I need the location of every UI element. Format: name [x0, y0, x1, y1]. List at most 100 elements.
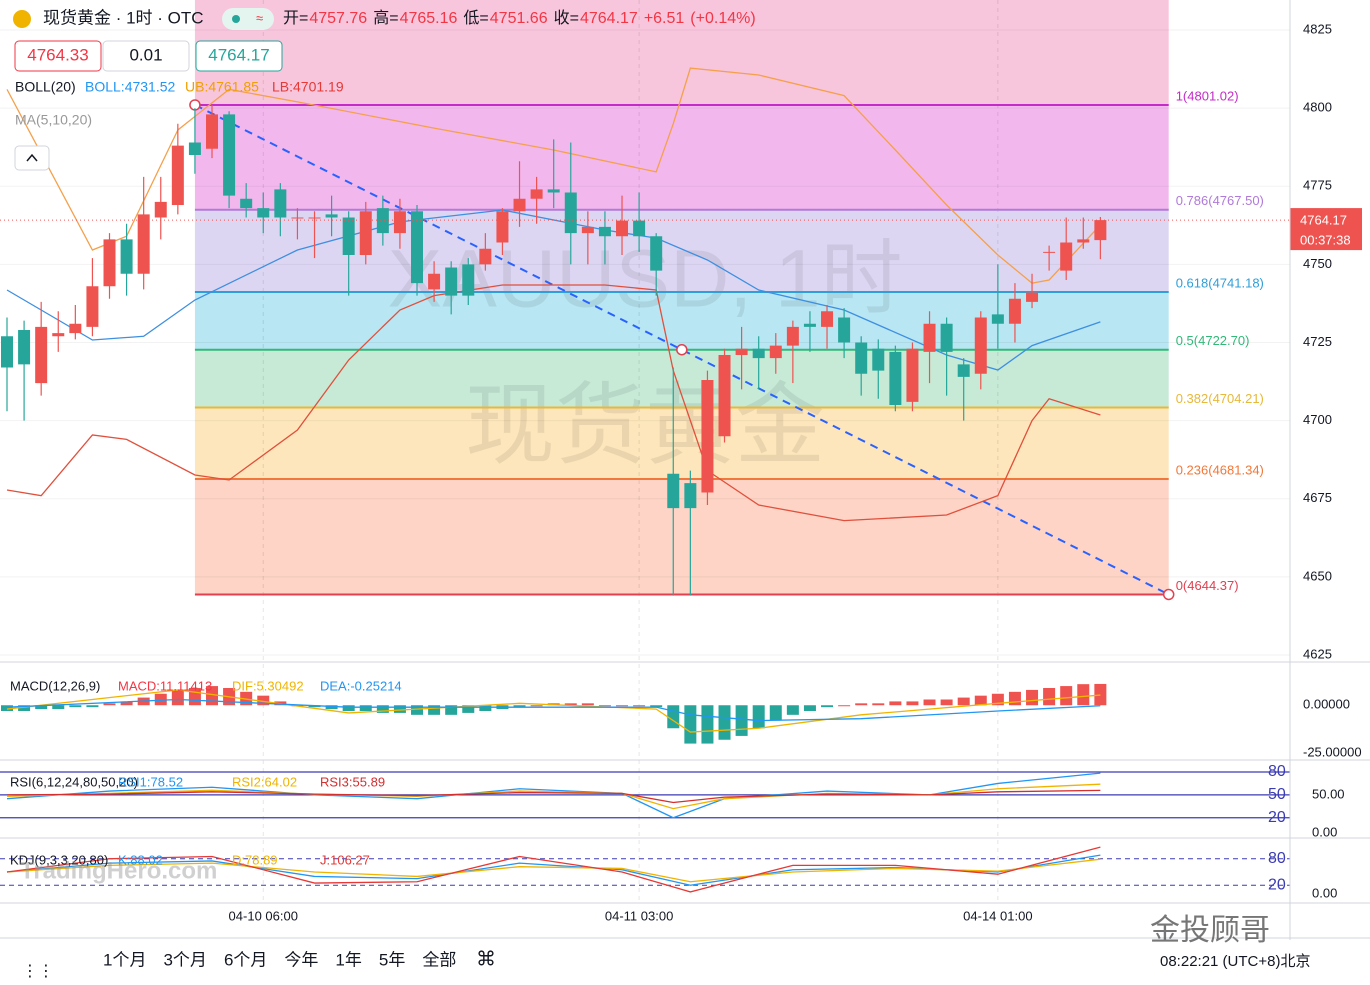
candle-body	[650, 236, 663, 271]
candle-body	[359, 211, 372, 255]
level-label: 50	[1268, 786, 1286, 803]
candle-body	[718, 355, 731, 437]
replay-icon[interactable]: ⌘	[476, 948, 496, 970]
candle-body	[821, 311, 834, 327]
macd-bar	[325, 705, 338, 710]
range-button[interactable]: 5年	[379, 950, 405, 969]
macd-bar	[1008, 691, 1021, 706]
macd-bar	[1043, 688, 1056, 706]
fib-layer	[194, 0, 1169, 595]
collapse-button[interactable]	[14, 145, 50, 171]
ohlc-value: 4757.76	[309, 10, 367, 27]
candle-body	[855, 342, 868, 374]
anchor-handle[interactable]	[1162, 588, 1175, 601]
macd-bar	[479, 705, 492, 711]
candle-body	[598, 226, 611, 237]
macd-line	[6, 689, 1101, 733]
candle-body	[479, 248, 492, 265]
x-tick-label: 04-11 03:00	[605, 908, 673, 923]
order-input[interactable]	[102, 40, 190, 72]
macd-bar	[786, 705, 799, 715]
range-bar: 1个月 3个月 6个月 今年 1年 5年 全部	[103, 950, 456, 969]
macd-bar	[872, 703, 885, 706]
macd-bar	[581, 703, 594, 706]
fib-label: 0.618(4741.18)	[1176, 275, 1264, 290]
ohlc-key: 高=	[373, 9, 398, 27]
symbol-icon	[13, 10, 31, 28]
macd-bar	[257, 695, 270, 706]
y-tick-label: 0.00	[1312, 886, 1337, 901]
macd-bar	[889, 701, 902, 706]
y-tick-label: 0.00	[1312, 824, 1337, 839]
price-change: +6.51	[644, 10, 685, 27]
macd-bar	[359, 705, 372, 711]
indicator-legend: DEA:-0.25214	[320, 678, 402, 693]
candle-body	[1077, 239, 1090, 243]
y-tick-label: 4750	[1303, 256, 1332, 271]
y-tick-label: 50.00	[1312, 786, 1345, 801]
price-tag	[1290, 208, 1362, 251]
candle-body	[206, 114, 219, 149]
rsi-line	[6, 789, 1101, 804]
macd-bar	[906, 701, 919, 706]
indicator-legend: DIF:5.30492	[232, 678, 304, 693]
candle-body	[325, 214, 338, 218]
macd-bar	[991, 693, 1004, 706]
macd-bar	[616, 705, 629, 707]
candle-body	[530, 189, 543, 199]
y-tick-label: 4825	[1303, 21, 1332, 36]
candle-body	[52, 333, 65, 337]
candle-body	[342, 217, 355, 255]
anchor-handle[interactable]	[676, 343, 688, 356]
range-button[interactable]: 全部	[422, 950, 456, 969]
macd-bar	[18, 705, 31, 711]
range-button[interactable]: 6个月	[224, 950, 267, 969]
order-input[interactable]	[14, 40, 102, 72]
order-input[interactable]	[195, 40, 283, 72]
candle-body	[581, 226, 594, 234]
order-input-text: 4764.33	[27, 45, 88, 64]
range-button[interactable]: 1个月	[103, 950, 146, 969]
indicator-legend: KDJ(9,3,3,20,80)	[10, 852, 108, 867]
macd-bar	[1060, 686, 1073, 706]
macd-bar	[428, 705, 441, 715]
candle-body	[923, 323, 936, 352]
indicator-legend: MACD(12,26,9)	[10, 678, 100, 693]
ohlc-header: 开= 4757.76 高= 4765.16 低= 4751.66 收= 4764.17 +6.5…	[283, 9, 756, 27]
candle-body	[906, 348, 919, 402]
range-button[interactable]: 今年	[284, 950, 318, 969]
macd-bar	[103, 703, 116, 706]
watermark-text: 现货黄金	[465, 376, 825, 476]
macd-bar	[769, 705, 782, 721]
symbol[interactable]: 现货黄金 · 1时 · OTC	[43, 8, 204, 27]
brand: TradingHero.com	[20, 857, 217, 884]
macd-line	[6, 698, 1101, 722]
range-button[interactable]: 3个月	[163, 950, 206, 969]
range-button[interactable]: 1年	[335, 950, 361, 969]
macd-bar	[650, 705, 663, 708]
fib-label: 0.236(4681.34)	[1176, 462, 1264, 477]
candle-body	[308, 217, 321, 219]
macd-bar	[393, 705, 406, 713]
candle-body	[223, 114, 236, 196]
candle-body	[513, 198, 526, 212]
ohlc-value: 4764.17	[580, 10, 638, 27]
macd-bar	[633, 705, 646, 707]
fib-band	[194, 0, 1169, 105]
macd-bar	[1026, 689, 1039, 706]
macd-bar	[684, 705, 697, 744]
candle-body	[120, 239, 133, 274]
clock: 08:22:21 (UTC+8)北京	[1160, 953, 1310, 970]
boll-line	[6, 284, 1101, 522]
macd-bar	[462, 705, 475, 713]
macd-bar	[1077, 684, 1090, 706]
fib-label: 1(4801.02)	[1176, 88, 1239, 103]
y-tick-label: 4775	[1303, 178, 1332, 193]
candle-body	[872, 348, 885, 371]
x-tick-label: 04-10 06:00	[229, 908, 298, 923]
candle-body	[803, 323, 816, 327]
candle-body	[1026, 292, 1039, 302]
y-tick-label: 4725	[1303, 334, 1332, 349]
candle-body	[1008, 298, 1021, 324]
status-dot	[232, 15, 240, 23]
